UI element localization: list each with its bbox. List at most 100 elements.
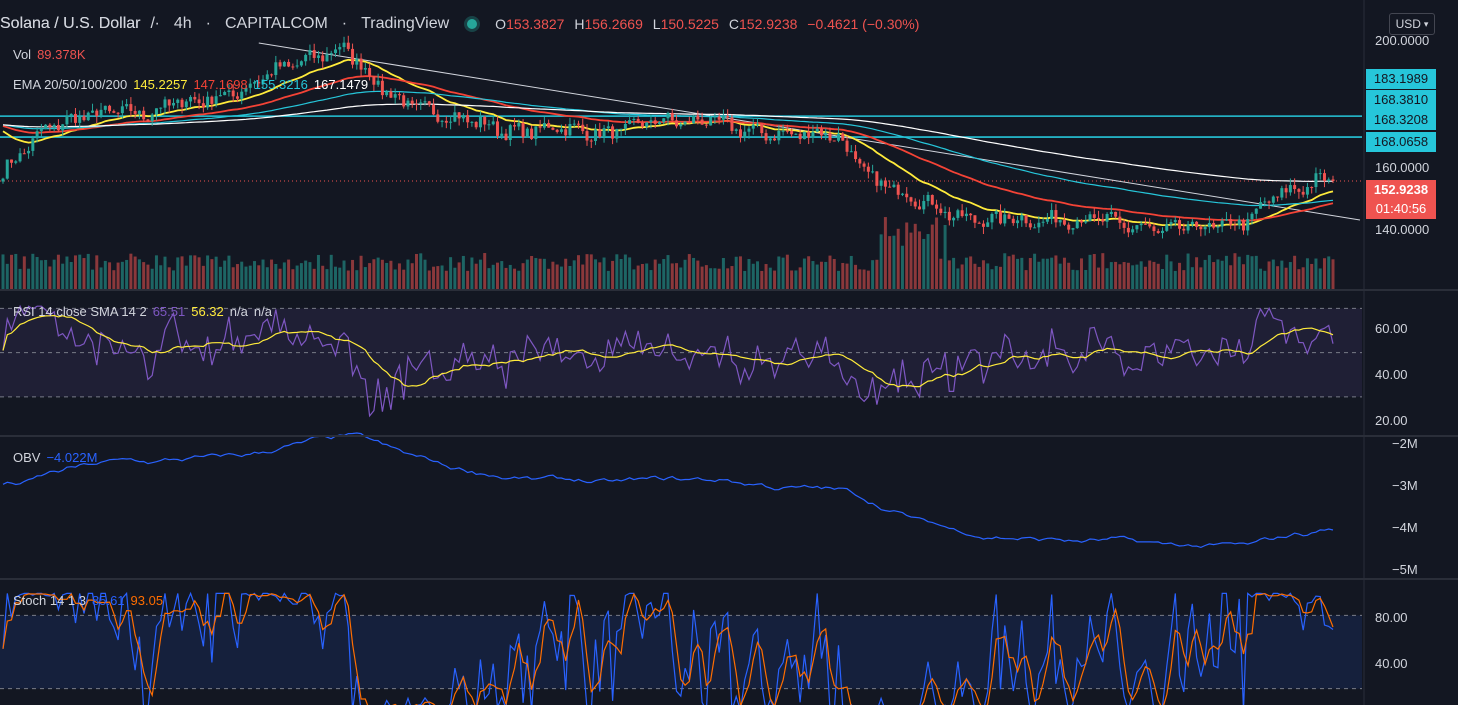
volume-bar — [419, 253, 423, 289]
level-price-tag: 168.3208 — [1366, 110, 1436, 130]
volume-bar — [146, 264, 150, 289]
volume-bar — [581, 264, 585, 289]
candle — [235, 92, 239, 103]
volume-bar — [108, 262, 112, 289]
obv-legend[interactable]: OBV −4.022M — [13, 449, 98, 465]
volume-bar — [1033, 253, 1037, 289]
volume-bar — [274, 263, 278, 289]
candle — [201, 96, 205, 113]
candle — [943, 206, 947, 219]
candle — [909, 196, 913, 207]
obv-tick: −5M — [1392, 562, 1418, 577]
volume-bar — [713, 268, 717, 289]
candle — [1195, 221, 1199, 231]
candle — [1305, 182, 1309, 199]
candle — [819, 125, 823, 140]
candle — [551, 127, 555, 131]
volume-bar — [530, 256, 534, 289]
volume-bar — [56, 254, 60, 289]
volume-bar — [436, 266, 440, 289]
currency-selector[interactable]: USD ▾ — [1389, 13, 1435, 35]
candle — [572, 119, 576, 127]
candle — [1190, 218, 1194, 228]
candle — [1152, 223, 1156, 236]
volume-bar — [308, 262, 312, 289]
volume-bar — [1301, 267, 1305, 289]
volume-bar — [935, 217, 939, 289]
volume-bar — [628, 257, 632, 289]
price-tick: 160.0000 — [1375, 160, 1430, 175]
level-price-tag: 168.0658 — [1366, 132, 1436, 152]
volume-bar — [960, 264, 964, 289]
chevron-down-icon: ▾ — [1423, 18, 1429, 29]
volume-bar — [990, 269, 994, 289]
volume-bar — [235, 264, 239, 289]
volume-bar — [189, 255, 193, 289]
candle — [351, 43, 355, 69]
price-tick: 200.0000 — [1375, 33, 1430, 48]
candle — [189, 95, 193, 108]
candle — [491, 114, 495, 126]
candle — [483, 115, 487, 132]
candle — [628, 113, 632, 125]
volume-bar — [133, 256, 137, 289]
volume-bar — [999, 266, 1002, 289]
volume-bar — [1003, 253, 1007, 289]
volume-bar — [790, 270, 794, 289]
candle — [790, 128, 794, 138]
volume-bar — [589, 254, 593, 289]
candle — [1186, 220, 1190, 234]
volume-bar — [1024, 270, 1028, 289]
candle — [815, 124, 819, 133]
volume-bar — [896, 228, 900, 289]
candle — [487, 119, 491, 130]
candle — [69, 113, 73, 123]
candle — [342, 36, 346, 53]
candle — [1310, 186, 1314, 194]
candle — [657, 121, 661, 125]
candle — [632, 116, 636, 126]
candle — [576, 120, 580, 129]
volume-bar — [1050, 257, 1054, 289]
candle — [1058, 219, 1062, 227]
volume-bar — [1097, 267, 1101, 289]
volume-bar — [760, 270, 764, 289]
interval-label[interactable]: 4h — [173, 15, 192, 32]
symbol-name[interactable]: Solana / U.S. Dollar — [0, 15, 141, 32]
volume-bar — [86, 253, 90, 289]
rsi-sma-line — [2, 314, 1334, 388]
volume-bar — [432, 266, 436, 289]
candle — [1097, 210, 1101, 226]
candle — [751, 119, 755, 135]
volume-bar — [773, 270, 777, 289]
candle — [295, 59, 299, 69]
volume-bar — [389, 260, 393, 289]
volume-bar — [1011, 254, 1015, 289]
volume-bar — [393, 269, 397, 289]
candle — [721, 109, 725, 125]
candle — [1284, 184, 1288, 199]
volume-bar — [862, 269, 866, 289]
market-status-icon[interactable] — [467, 19, 478, 29]
candle — [760, 123, 764, 138]
candle — [82, 110, 86, 122]
candle — [427, 100, 431, 107]
symbol-title[interactable]: Solana / U.S. Dollar — [0, 15, 141, 32]
ema-legend[interactable]: EMA 20/50/100/200 145.2257 147.1698 155.… — [13, 76, 369, 92]
candle — [981, 220, 985, 234]
volume-bar — [802, 258, 806, 289]
volume-bar — [939, 258, 943, 289]
volume-bar — [142, 262, 146, 289]
candle — [231, 84, 235, 103]
candle — [129, 97, 133, 117]
volume-bar — [1331, 259, 1335, 289]
volume-bar — [461, 255, 465, 289]
stoch-legend[interactable]: Stoch 14 1 3 85.61 93.05 — [13, 592, 164, 608]
vol-legend[interactable]: Vol 89.378K — [13, 46, 86, 62]
candle — [777, 125, 781, 145]
rsi-pane — [0, 304, 1362, 418]
volume-bar — [1178, 262, 1182, 289]
rsi-legend[interactable]: RSI 14 close SMA 14 2 65.51 56.32 n/a n/… — [13, 303, 272, 319]
volume-bar — [1101, 253, 1105, 289]
